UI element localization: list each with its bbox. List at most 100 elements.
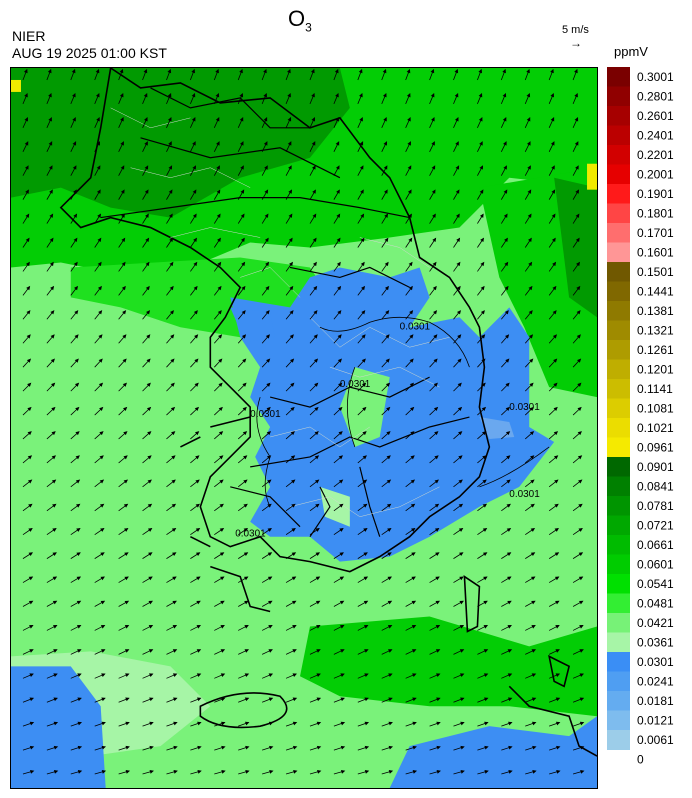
wind-arrowhead xyxy=(383,165,388,170)
wind-arrowhead xyxy=(529,382,534,387)
wind-arrowhead xyxy=(505,334,510,339)
legend-swatch xyxy=(607,418,630,438)
wind-arrowhead xyxy=(268,721,274,726)
wind-arrowhead xyxy=(121,285,126,291)
wind-arrowhead xyxy=(123,431,128,436)
wind-arrowhead xyxy=(51,455,56,460)
wind-arrowhead xyxy=(551,237,556,243)
wind-arrowhead xyxy=(552,310,557,315)
wind-arrowhead xyxy=(74,334,79,339)
wind-arrowhead xyxy=(335,92,339,98)
wind-arrowhead xyxy=(316,721,322,726)
wind-arrowhead xyxy=(98,358,103,363)
wind-arrowhead xyxy=(99,479,105,484)
wind-arrowhead xyxy=(73,213,78,218)
wind-arrowhead xyxy=(218,382,223,387)
wind-arrowhead xyxy=(409,310,414,315)
wind-arrowhead xyxy=(339,552,344,557)
wind-arrowhead xyxy=(436,769,441,774)
wind-arrowhead xyxy=(458,455,463,460)
wind-arrowhead xyxy=(575,165,579,170)
wind-arrowhead xyxy=(120,165,125,170)
wind-arrowhead xyxy=(554,576,560,581)
wind-arrowhead xyxy=(529,431,535,436)
wind-arrowhead xyxy=(101,673,106,677)
wind-arrowhead xyxy=(531,673,537,677)
wind-arrowhead xyxy=(221,745,226,750)
wind-arrowhead xyxy=(388,649,393,653)
wind-arrowhead xyxy=(504,285,509,291)
wind-arrowhead xyxy=(530,552,536,557)
wind-arrowhead xyxy=(387,625,393,629)
wind-arrowhead xyxy=(385,310,390,315)
wind-arrowhead xyxy=(507,697,513,702)
legend-label: 0.2201 xyxy=(637,148,674,162)
wind-arrowhead xyxy=(24,117,28,122)
wind-arrowhead xyxy=(460,745,465,750)
wind-arrowhead xyxy=(529,358,534,363)
wind-arrowhead xyxy=(433,358,438,363)
wind-arrowhead xyxy=(48,141,53,146)
wind-arrowhead xyxy=(101,697,106,702)
wind-arrowhead xyxy=(52,503,57,508)
wind-arrowhead xyxy=(194,406,200,412)
wind-arrowhead xyxy=(120,189,125,194)
wind-arrowhead xyxy=(384,213,389,218)
wind-arrowhead xyxy=(456,285,461,291)
wind-arrowhead xyxy=(578,503,583,508)
wind-arrowhead xyxy=(359,117,363,122)
wind-arrowhead xyxy=(119,68,124,74)
wind-arrowhead xyxy=(149,769,154,774)
wind-arrowhead xyxy=(455,189,460,194)
wind-arrowhead xyxy=(122,358,127,363)
wind-arrowhead xyxy=(362,431,367,436)
wind-arrowhead xyxy=(312,213,317,218)
wind-arrowhead xyxy=(530,455,535,460)
wind-arrowhead xyxy=(244,600,249,605)
wind-arrowhead xyxy=(577,431,582,436)
wind-arrowhead xyxy=(454,92,459,98)
legend-label: 0.2001 xyxy=(637,168,674,182)
legend-label: 0.0421 xyxy=(637,616,674,630)
wind-arrowhead xyxy=(361,382,367,387)
wind-arrowhead xyxy=(121,261,126,267)
wind-arrowhead xyxy=(412,769,418,774)
wind-arrowhead xyxy=(361,358,366,363)
wind-arrowhead xyxy=(29,745,35,750)
wind-arrowhead xyxy=(384,189,388,194)
wind-arrowhead xyxy=(502,117,507,122)
wind-arrowhead xyxy=(48,117,52,122)
colorbar-legend: 0.3001 0.2801 0.2601 0.2401 0.2201 0.2001 0.19… xyxy=(607,67,674,767)
legend-label: 0.1701 xyxy=(637,226,674,240)
contour-label: 0.0301 xyxy=(509,489,540,500)
wind-arrowhead xyxy=(74,310,79,315)
wind-arrowhead xyxy=(194,431,200,436)
wind-arrowhead xyxy=(432,237,437,243)
wind-arrowhead xyxy=(339,576,345,581)
wind-arrowhead xyxy=(27,479,33,484)
wind-arrowhead xyxy=(123,406,128,412)
wind-arrowhead xyxy=(555,649,560,653)
wind-arrowhead xyxy=(196,649,202,653)
wind-arrowhead xyxy=(313,358,319,363)
wind-arrowhead xyxy=(457,406,463,412)
wind-arrowhead xyxy=(527,165,531,170)
wind-arrowhead xyxy=(502,68,506,74)
wind-arrowhead xyxy=(145,213,149,218)
wind-arrowhead xyxy=(28,576,34,581)
wind-arrowhead xyxy=(97,261,102,267)
wind-arrowhead xyxy=(435,600,440,605)
wind-arrowhead xyxy=(409,382,415,387)
wind-arrowhead xyxy=(555,625,560,629)
legend-swatch xyxy=(607,554,630,575)
wind-arrowhead xyxy=(458,503,464,508)
wind-arrowhead xyxy=(96,141,100,146)
wind-arrowhead xyxy=(48,92,52,98)
wind-arrowhead xyxy=(579,721,585,726)
wind-arrowhead xyxy=(481,382,486,387)
wind-arrowhead xyxy=(409,334,414,339)
wind-arrowhead xyxy=(456,261,461,267)
wind-arrowhead xyxy=(388,673,393,677)
wind-arrowhead xyxy=(216,213,221,218)
wind-arrowhead xyxy=(411,552,416,557)
